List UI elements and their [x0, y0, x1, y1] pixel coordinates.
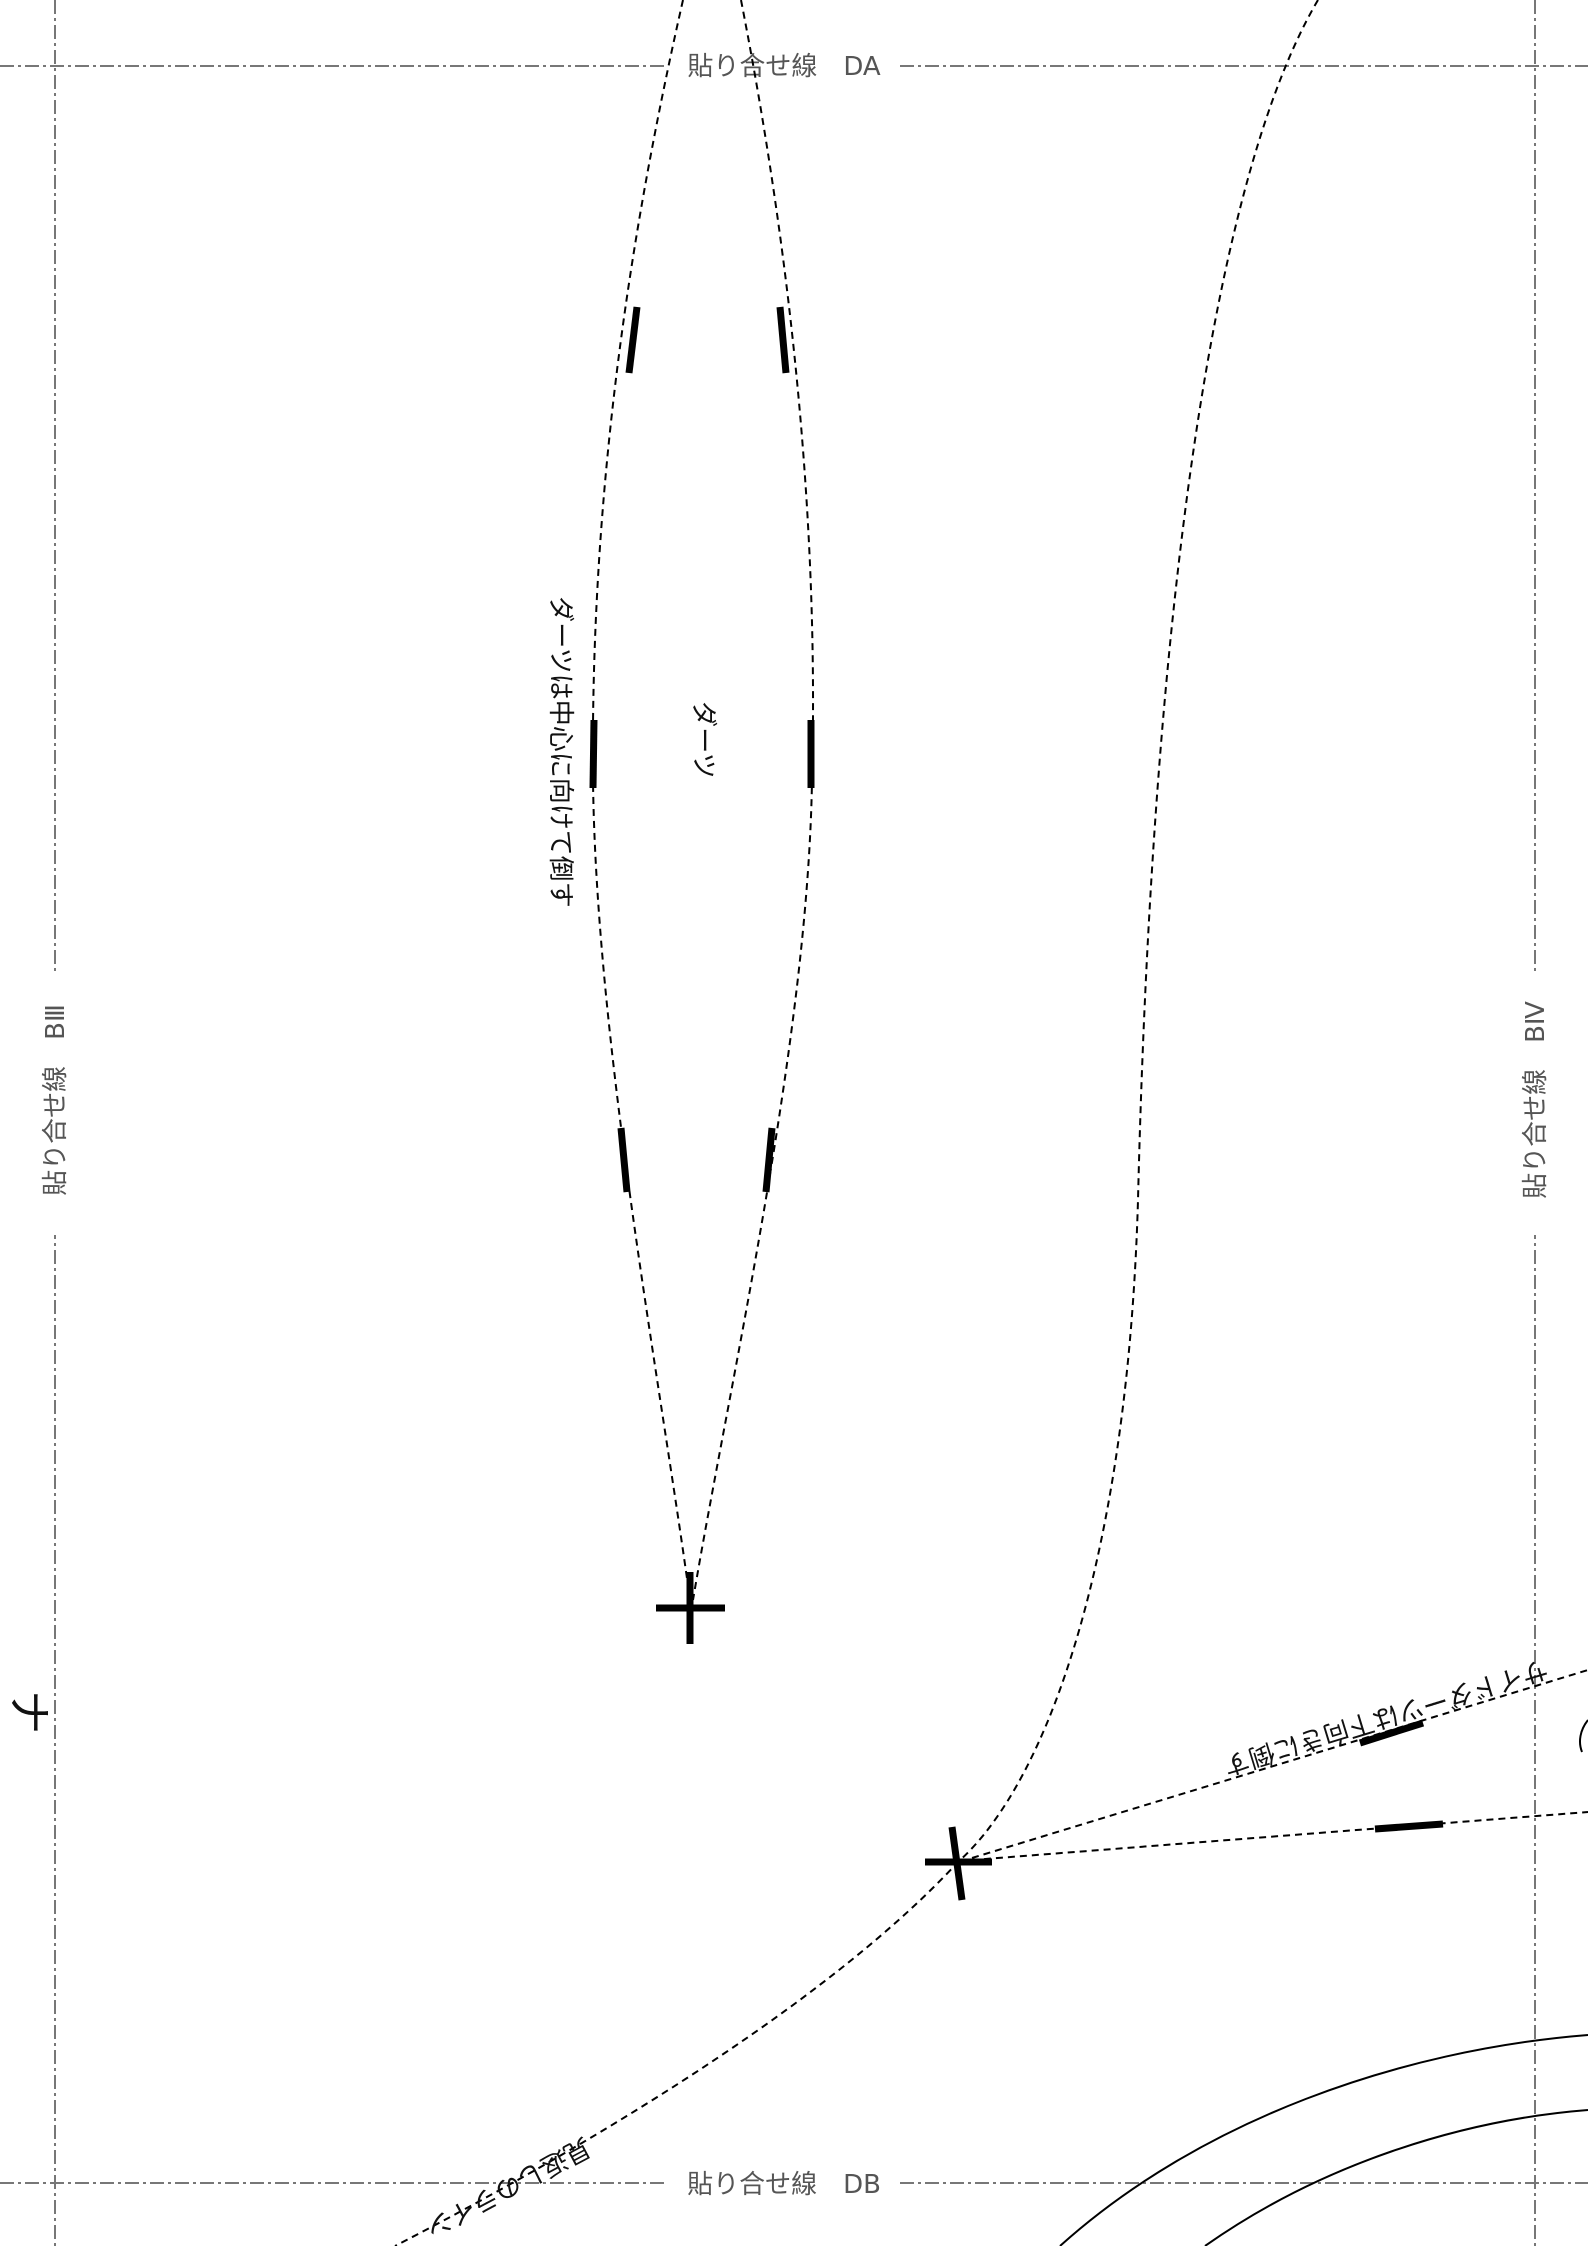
dart-notch — [776, 306, 790, 374]
dart-left-leg — [591, 0, 691, 1601]
dart-notch — [625, 306, 641, 374]
neck-curve-outer — [1059, 2034, 1588, 2246]
side-dart-cross — [948, 1826, 966, 1901]
paste-label-top: 貼り合せ線 DA — [687, 52, 881, 82]
side-dart-lower-leg — [971, 1811, 1588, 1861]
facing-line-label: 見返しのライン — [420, 2131, 595, 2243]
dart-right-leg — [692, 0, 814, 1601]
dart-notch — [762, 1127, 776, 1193]
side-dart-notch — [1358, 1719, 1425, 1747]
side-dart-edge-fragment — [1579, 1719, 1588, 1753]
paste-label-left: 貼り合せ線 BⅢ — [41, 1004, 71, 1196]
paste-label-bottom: 貼り合せ線 DB — [687, 2170, 881, 2200]
front-dart — [589, 0, 815, 1644]
paste-label-right: 貼り合せ線 BⅣ — [1521, 1001, 1551, 1199]
neck-curve-inner — [1204, 2109, 1588, 2246]
edge-fragment-label: ナ — [3, 1690, 54, 1734]
side-dart-notch — [1374, 1820, 1444, 1833]
dart-notch — [617, 1127, 631, 1193]
facing-curve — [394, 0, 1319, 2246]
side-dart — [971, 1669, 1588, 1861]
dart-label: ダーツ — [688, 701, 718, 778]
side-dart-instruction-label: サイドダーツは下向きに倒す — [1220, 1653, 1552, 1780]
dart-notch — [589, 719, 598, 789]
dart-instruction-label: ダーツは中心に向けて倒す — [545, 596, 575, 907]
